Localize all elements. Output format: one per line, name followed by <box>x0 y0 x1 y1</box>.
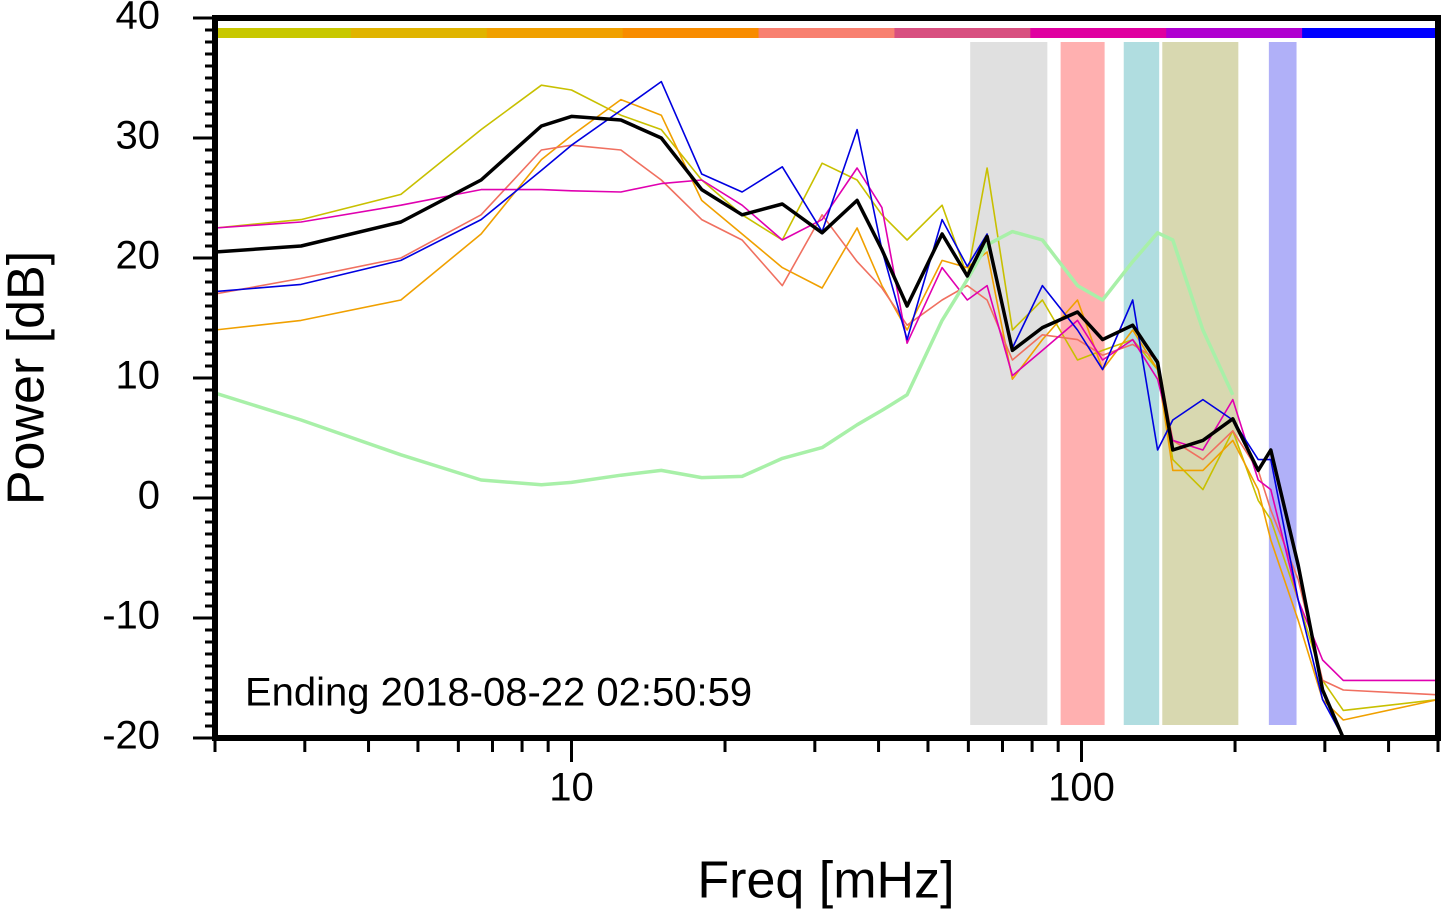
series-line <box>215 144 1438 696</box>
color-bar-segment <box>1166 28 1303 38</box>
color-bar-segment <box>486 28 624 38</box>
annotation: Ending 2018-08-22 02:50:59 <box>245 671 752 715</box>
line-layer <box>215 80 1438 738</box>
shaded-band <box>970 42 1048 725</box>
y-tick-label: 20 <box>116 234 161 278</box>
x-tick-label: 10 <box>549 766 594 810</box>
shaded-band <box>1060 42 1105 725</box>
series-line <box>215 114 1438 738</box>
y-tick-label: 40 <box>116 0 161 38</box>
y-axis-title: Power [dB] <box>0 251 56 505</box>
y-tick-label: 10 <box>116 354 161 398</box>
series-line <box>215 84 1438 712</box>
y-tick-label: -10 <box>102 594 160 638</box>
shaded-band <box>1123 42 1160 725</box>
color-bar-segment <box>758 28 895 38</box>
series-line <box>215 98 1438 721</box>
x-axis-title: Freq [mHz] <box>697 852 954 910</box>
y-tick-label: -20 <box>102 714 160 758</box>
color-bar-segment <box>1030 28 1167 38</box>
color-bar <box>215 28 1439 38</box>
color-bar-segment <box>622 28 760 38</box>
color-bar-segment <box>1302 28 1439 38</box>
series-line <box>215 80 1438 738</box>
color-bar-segment <box>894 28 1031 38</box>
y-tick-label: 30 <box>116 114 161 158</box>
series-line <box>215 167 1438 682</box>
color-bar-segment <box>350 28 488 38</box>
y-tick-label: 0 <box>138 474 160 518</box>
color-bar-segment <box>215 28 352 38</box>
series-line <box>215 229 1235 487</box>
band-layer <box>970 42 1297 725</box>
x-tick-label: 100 <box>1048 766 1115 810</box>
axes: -20 -10 0 10 20 30 40 10 100 <box>102 0 1440 810</box>
plot-frame <box>212 15 1441 741</box>
shaded-band <box>1268 42 1297 725</box>
